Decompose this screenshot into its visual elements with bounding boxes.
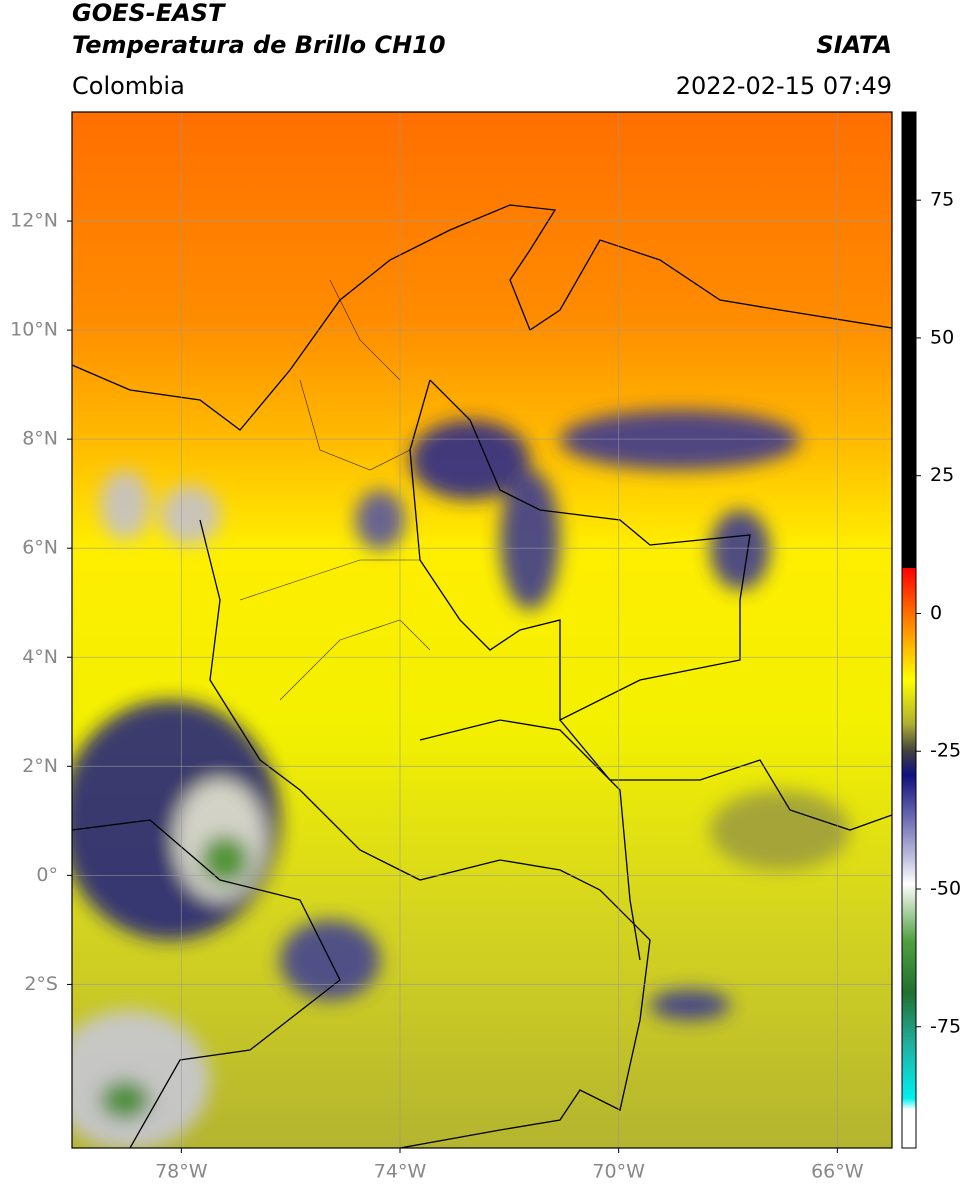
map-frame: [71, 111, 893, 1149]
y-tick-label: 10°N: [10, 319, 58, 341]
y-tick-label: 2°N: [22, 755, 58, 777]
y-tick-label: 0°: [36, 864, 58, 886]
x-tick-label: 66°W: [811, 1161, 864, 1183]
colorbar-label: 75: [930, 189, 954, 211]
source: SIATA: [816, 31, 892, 59]
y-tick-label: 2°S: [24, 973, 58, 995]
y-tick-label: 8°N: [22, 428, 58, 450]
colorbar-label: 25: [930, 464, 954, 486]
y-tick-label: 12°N: [10, 210, 58, 232]
y-tick-label: 6°N: [22, 537, 58, 559]
satellite: GOES-EAST: [72, 0, 226, 27]
datetime: 2022-02-15 07:49: [676, 72, 892, 100]
x-tick-label: 78°W: [155, 1161, 208, 1183]
colorbar-label: -25: [930, 740, 961, 762]
x-tick-label: 74°W: [374, 1161, 427, 1183]
colorbar-label: 50: [930, 326, 954, 348]
colorbar-label: -75: [930, 1015, 961, 1037]
y-tick-label: 4°N: [22, 646, 58, 668]
product: Temperatura de Brillo CH10: [72, 31, 446, 59]
x-tick-label: 70°W: [592, 1161, 645, 1183]
colorbar-label: -50: [930, 878, 961, 900]
region: Colombia: [72, 72, 185, 100]
graticule: [72, 112, 892, 1148]
colorbar: [901, 111, 917, 1149]
imagery: [72, 112, 892, 1148]
colorbar-label: 0: [930, 602, 942, 624]
